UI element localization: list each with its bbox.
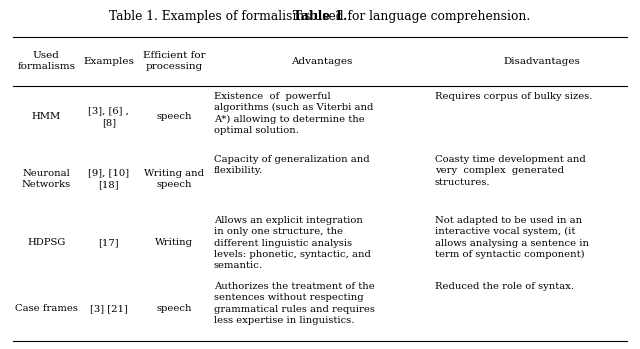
- Text: [3], [6] ,
[8]: [3], [6] , [8]: [88, 107, 129, 127]
- Text: Writing and
speech: Writing and speech: [145, 169, 204, 189]
- Text: HMM: HMM: [32, 112, 61, 121]
- Text: Used
formalisms: Used formalisms: [17, 51, 76, 72]
- Text: speech: speech: [157, 304, 192, 313]
- Text: HDPSG: HDPSG: [28, 238, 65, 247]
- Text: [17]: [17]: [99, 238, 119, 247]
- Text: Existence  of  powerful
algorithms (such as Viterbi and
A*) allowing to determin: Existence of powerful algorithms (such a…: [214, 92, 373, 135]
- Text: [9], [10]
[18]: [9], [10] [18]: [88, 169, 129, 189]
- Text: [3] [21]: [3] [21]: [90, 304, 128, 313]
- Text: Table 1.: Table 1.: [293, 10, 347, 23]
- Text: Table 1. Examples of formalisms used for language comprehension.: Table 1. Examples of formalisms used for…: [109, 10, 531, 23]
- Text: Authorizes the treatment of the
sentences without respecting
grammatical rules a: Authorizes the treatment of the sentence…: [214, 282, 374, 325]
- Text: speech: speech: [157, 112, 192, 121]
- Text: Coasty time development and
very  complex  generated
structures.: Coasty time development and very complex…: [435, 155, 586, 186]
- Text: Case frames: Case frames: [15, 304, 78, 313]
- Text: Efficient for
processing: Efficient for processing: [143, 51, 205, 72]
- Text: Disadvantages: Disadvantages: [504, 57, 581, 66]
- Text: Table 1.: Table 1.: [0, 348, 1, 349]
- Text: Capacity of generalization and
flexibility.: Capacity of generalization and flexibili…: [214, 155, 369, 175]
- Text: Allows an explicit integration
in only one structure, the
different linguistic a: Allows an explicit integration in only o…: [214, 216, 371, 270]
- Text: Neuronal
Networks: Neuronal Networks: [22, 169, 71, 189]
- Text: Examples: Examples: [83, 57, 134, 66]
- Text: Writing: Writing: [156, 238, 193, 247]
- Text: Requires corpus of bulky sizes.: Requires corpus of bulky sizes.: [435, 92, 592, 101]
- Text: Reduced the role of syntax.: Reduced the role of syntax.: [435, 282, 573, 291]
- Text: Advantages: Advantages: [291, 57, 352, 66]
- Text: Not adapted to be used in an
interactive vocal system, (it
allows analysing a se: Not adapted to be used in an interactive…: [435, 216, 589, 259]
